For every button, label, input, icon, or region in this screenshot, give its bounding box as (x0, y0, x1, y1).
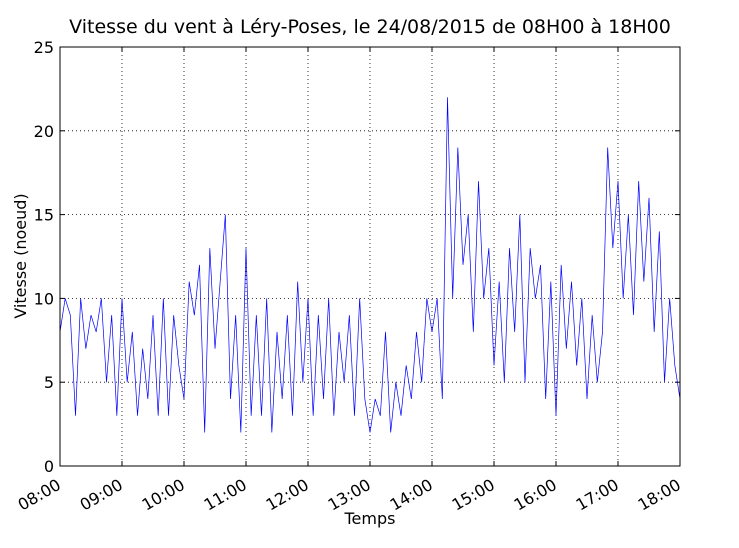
x-tick-label: 08:00 (15, 475, 64, 515)
y-tick-label: 10 (34, 289, 54, 308)
x-tick-label: 17:00 (573, 475, 622, 515)
x-tick-label: 14:00 (387, 475, 436, 515)
plot-frame (59, 46, 681, 467)
x-axis-label: Temps (344, 509, 396, 528)
data-line (59, 97, 681, 433)
x-tick-label: 09:00 (77, 475, 126, 515)
x-tick-label: 15:00 (449, 475, 498, 515)
y-axis-label: Vitesse (noeud) (11, 193, 30, 318)
y-tick-label: 0 (44, 457, 54, 476)
x-tick-label: 12:00 (263, 475, 312, 515)
x-tick-label: 11:00 (201, 475, 250, 515)
x-tick-label: 18:00 (635, 475, 684, 515)
y-tick-label: 25 (34, 38, 54, 57)
y-tick-label: 5 (44, 373, 54, 392)
x-tick-label: 16:00 (511, 475, 560, 515)
chart-title: Vitesse du vent à Léry-Poses, le 24/08/2… (69, 16, 671, 38)
y-tick-label: 20 (34, 122, 54, 141)
y-tick-label: 15 (34, 206, 54, 225)
x-tick-label: 10:00 (139, 475, 188, 515)
